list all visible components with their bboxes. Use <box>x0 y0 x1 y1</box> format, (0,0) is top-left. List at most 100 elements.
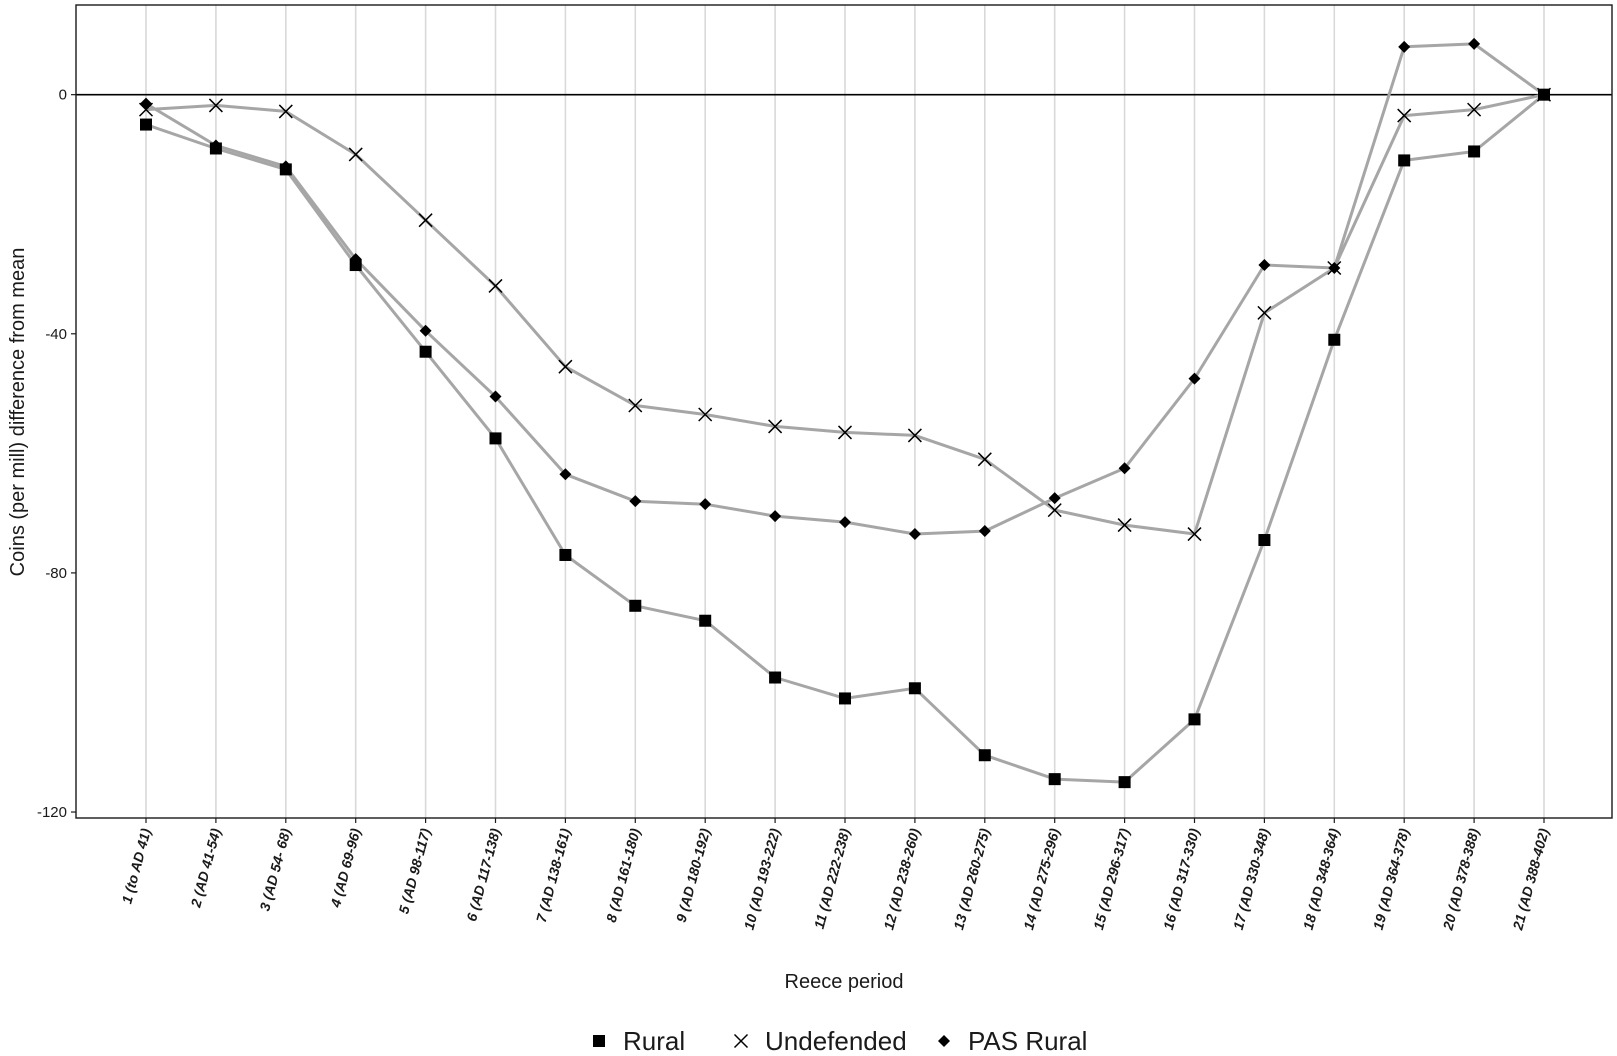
y-tick-label: -40 <box>45 326 67 343</box>
data-point-undefended <box>1047 503 1062 518</box>
data-point-rural <box>629 599 642 612</box>
data-point-pas-rural <box>839 516 851 529</box>
x-tick-label: 1 (to AD 41) <box>118 826 154 905</box>
y-tick-label: -120 <box>37 804 67 821</box>
data-point-pas-rural <box>908 528 921 541</box>
legend-key-pas-rural <box>938 1035 950 1047</box>
data-point-undefended <box>418 213 433 228</box>
x-tick-label: 15 (AD 296-317) <box>1090 826 1133 931</box>
data-point-rural <box>559 548 572 561</box>
x-tick-label: 21 (AD 388-402) <box>1509 826 1552 932</box>
data-point-pas-rural <box>349 253 362 266</box>
data-point-undefended <box>628 398 643 413</box>
data-point-undefended <box>907 428 922 443</box>
x-tick-label: 4 (AD 69-96) <box>327 826 364 910</box>
data-point-undefended <box>1397 108 1412 123</box>
y-tick-label: 0 <box>59 87 67 104</box>
legend-key-undefended <box>733 1033 749 1049</box>
data-point-rural <box>769 671 782 684</box>
plot-frame <box>75 4 1613 819</box>
data-point-pas-rural <box>1188 372 1201 385</box>
data-point-undefended <box>768 419 783 434</box>
x-tick-label: 13 (AD 260-275) <box>950 826 993 931</box>
data-point-pas-rural <box>978 525 991 538</box>
x-tick-label: 12 (AD 238-260) <box>880 826 923 931</box>
legend-key-rural <box>593 1035 605 1047</box>
data-point-undefended <box>977 452 992 467</box>
data-point-undefended <box>278 104 293 119</box>
data-point-pas-rural <box>1048 492 1061 505</box>
data-point-rural <box>1468 145 1481 158</box>
x-tick-label: 9 (AD 180-192) <box>673 826 714 924</box>
x-axis-title: Reece period <box>785 971 904 993</box>
data-point-pas-rural <box>419 324 432 337</box>
legend-item-rural: Rural <box>593 1026 685 1056</box>
legend-label-pas-rural: PAS Rural <box>968 1026 1087 1056</box>
x-tick-label: 2 (AD 41-54) <box>187 826 224 910</box>
data-point-pas-rural <box>699 498 712 511</box>
data-point-rural <box>839 692 851 705</box>
data-point-undefended <box>837 425 853 440</box>
data-point-undefended <box>1117 518 1132 533</box>
x-tick-label: 5 (AD 98-117) <box>395 826 433 915</box>
data-point-pas-rural <box>489 390 502 403</box>
data-point-pas-rural <box>1328 262 1341 275</box>
x-tick-label: 8 (AD 161-180) <box>603 826 644 924</box>
data-point-pas-rural <box>1118 462 1131 475</box>
data-point-rural <box>489 432 502 445</box>
x-tick-label: 20 (AD 378-388) <box>1439 826 1482 932</box>
legend-label-undefended: Undefended <box>765 1026 907 1056</box>
data-point-rural <box>140 118 152 131</box>
data-point-undefended <box>558 359 573 374</box>
x-tick-label: 16 (AD 317-330) <box>1160 826 1203 931</box>
data-point-undefended <box>1257 305 1272 320</box>
x-tick-label: 10 (AD 193-222) <box>741 826 784 931</box>
x-tick-label: 17 (AD 330-348) <box>1230 826 1273 931</box>
data-point-rural <box>1258 534 1271 547</box>
data-point-pas-rural <box>279 160 292 173</box>
data-point-rural <box>1118 776 1131 789</box>
data-point-undefended <box>1187 527 1202 542</box>
data-point-undefended <box>208 98 223 113</box>
data-point-rural <box>908 682 921 695</box>
data-point-rural <box>1398 154 1411 167</box>
data-point-pas-rural <box>209 139 222 152</box>
x-axis: 1 (to AD 41) 2 (AD 41-54) 3 (AD 54- 68) 4 (… <box>118 818 1552 932</box>
data-point-pas-rural <box>140 97 152 110</box>
y-tick-label: -80 <box>45 565 67 582</box>
series-points-pas-rural <box>140 37 1550 541</box>
data-point-pas-rural <box>1538 88 1550 101</box>
data-point-pas-rural <box>1398 40 1411 53</box>
data-point-pas-rural <box>1258 259 1271 272</box>
data-point-pas-rural <box>769 510 782 523</box>
data-point-rural <box>1188 713 1201 726</box>
data-point-pas-rural <box>1468 37 1481 50</box>
series-layer <box>138 37 1552 789</box>
y-axis: 0 -40 -80 -120 <box>37 87 76 821</box>
x-tick-label: 18 (AD 348-364) <box>1300 826 1343 931</box>
data-point-undefended <box>698 407 713 422</box>
x-tick-label: 11 (AD 222-238) <box>811 826 853 930</box>
data-point-rural <box>419 345 432 358</box>
data-point-rural <box>1048 773 1061 786</box>
legend-label-rural: Rural <box>623 1026 685 1056</box>
x-tick-label: 19 (AD 364-378) <box>1370 826 1413 931</box>
data-point-undefended <box>1467 102 1482 117</box>
x-tick-label: 14 (AD 275-296) <box>1020 826 1063 931</box>
data-point-undefended <box>348 147 363 162</box>
data-point-pas-rural <box>629 495 642 508</box>
data-point-rural <box>978 749 991 762</box>
x-tick-label: 6 (AD 117-138) <box>463 826 503 923</box>
data-point-undefended <box>488 278 503 293</box>
x-tick-label: 3 (AD 54- 68) <box>256 826 293 912</box>
data-point-rural <box>699 614 712 627</box>
grid-layer <box>145 5 1545 818</box>
data-point-rural <box>1328 333 1341 346</box>
legend-item-undefended: Undefended <box>733 1026 907 1056</box>
data-point-pas-rural <box>559 468 572 481</box>
x-tick-label: 7 (AD 138-161) <box>533 826 574 924</box>
legend-item-pas-rural: PAS Rural <box>938 1026 1087 1056</box>
y-axis-title: Coins (per mill) difference from mean <box>7 248 29 577</box>
legend: Rural Undefended PAS Rural <box>593 1026 1087 1056</box>
